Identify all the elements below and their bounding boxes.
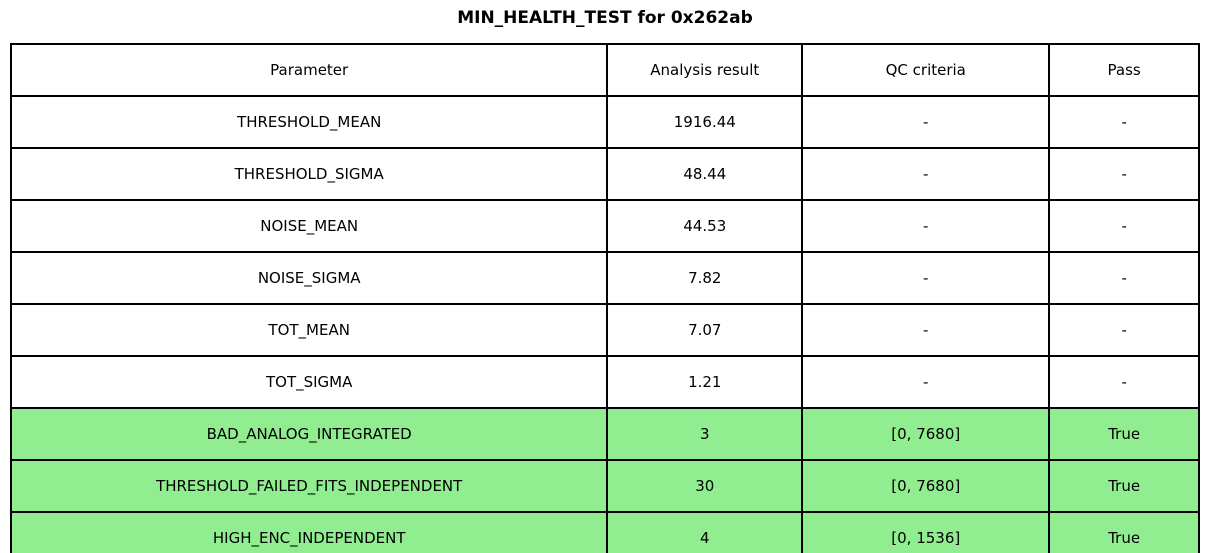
cell-analysis-result: 7.07	[606, 303, 804, 357]
cell-qc-criteria: -	[801, 147, 1051, 201]
cell-qc-criteria: [0, 7680]	[801, 407, 1051, 461]
cell-qc-criteria: -	[801, 199, 1051, 253]
cell-pass: True	[1048, 407, 1200, 461]
cell-analysis-result: 48.44	[606, 147, 804, 201]
cell-pass: -	[1048, 355, 1200, 409]
cell-parameter: BAD_ANALOG_INTEGRATED	[9, 407, 609, 461]
cell-parameter: NOISE_SIGMA	[9, 251, 609, 305]
column-header-pass: Pass	[1048, 43, 1200, 97]
table-row: THRESHOLD_MEAN 1916.44 - -	[9, 95, 1200, 149]
column-header-parameter: Parameter	[9, 43, 609, 97]
cell-qc-criteria: -	[801, 355, 1051, 409]
cell-parameter: THRESHOLD_MEAN	[9, 95, 609, 149]
cell-analysis-result: 30	[606, 459, 804, 513]
table-row-passed: HIGH_ENC_INDEPENDENT 4 [0, 1536] True	[9, 511, 1200, 553]
cell-pass: True	[1048, 511, 1200, 553]
table-row: TOT_MEAN 7.07 - -	[9, 303, 1200, 357]
cell-analysis-result: 1916.44	[606, 95, 804, 149]
table-header-row: Parameter Analysis result QC criteria Pa…	[9, 43, 1200, 97]
cell-parameter: TOT_SIGMA	[9, 355, 609, 409]
cell-qc-criteria: [0, 7680]	[801, 459, 1051, 513]
cell-parameter: HIGH_ENC_INDEPENDENT	[9, 511, 609, 553]
cell-parameter: NOISE_MEAN	[9, 199, 609, 253]
column-header-analysis-result: Analysis result	[606, 43, 804, 97]
cell-parameter: THRESHOLD_SIGMA	[9, 147, 609, 201]
table-row-passed: BAD_ANALOG_INTEGRATED 3 [0, 7680] True	[9, 407, 1200, 461]
cell-pass: -	[1048, 251, 1200, 305]
table-row: TOT_SIGMA 1.21 - -	[9, 355, 1200, 409]
cell-analysis-result: 44.53	[606, 199, 804, 253]
cell-qc-criteria: -	[801, 303, 1051, 357]
cell-qc-criteria: -	[801, 251, 1051, 305]
table-row: NOISE_SIGMA 7.82 - -	[9, 251, 1200, 305]
page-title: MIN_HEALTH_TEST for 0x262ab	[457, 8, 753, 28]
cell-pass: -	[1048, 147, 1200, 201]
cell-analysis-result: 7.82	[606, 251, 804, 305]
table-row: THRESHOLD_SIGMA 48.44 - -	[9, 147, 1200, 201]
cell-qc-criteria: -	[801, 95, 1051, 149]
cell-qc-criteria: [0, 1536]	[801, 511, 1051, 553]
cell-pass: -	[1048, 199, 1200, 253]
table-row: NOISE_MEAN 44.53 - -	[9, 199, 1200, 253]
cell-pass: -	[1048, 303, 1200, 357]
qc-results-table: Parameter Analysis result QC criteria Pa…	[9, 43, 1200, 553]
column-header-qc-criteria: QC criteria	[801, 43, 1051, 97]
table-row-passed: THRESHOLD_FAILED_FITS_INDEPENDENT 30 [0,…	[9, 459, 1200, 513]
cell-pass: True	[1048, 459, 1200, 513]
cell-parameter: TOT_MEAN	[9, 303, 609, 357]
cell-pass: -	[1048, 95, 1200, 149]
cell-analysis-result: 1.21	[606, 355, 804, 409]
cell-analysis-result: 3	[606, 407, 804, 461]
cell-analysis-result: 4	[606, 511, 804, 553]
cell-parameter: THRESHOLD_FAILED_FITS_INDEPENDENT	[9, 459, 609, 513]
